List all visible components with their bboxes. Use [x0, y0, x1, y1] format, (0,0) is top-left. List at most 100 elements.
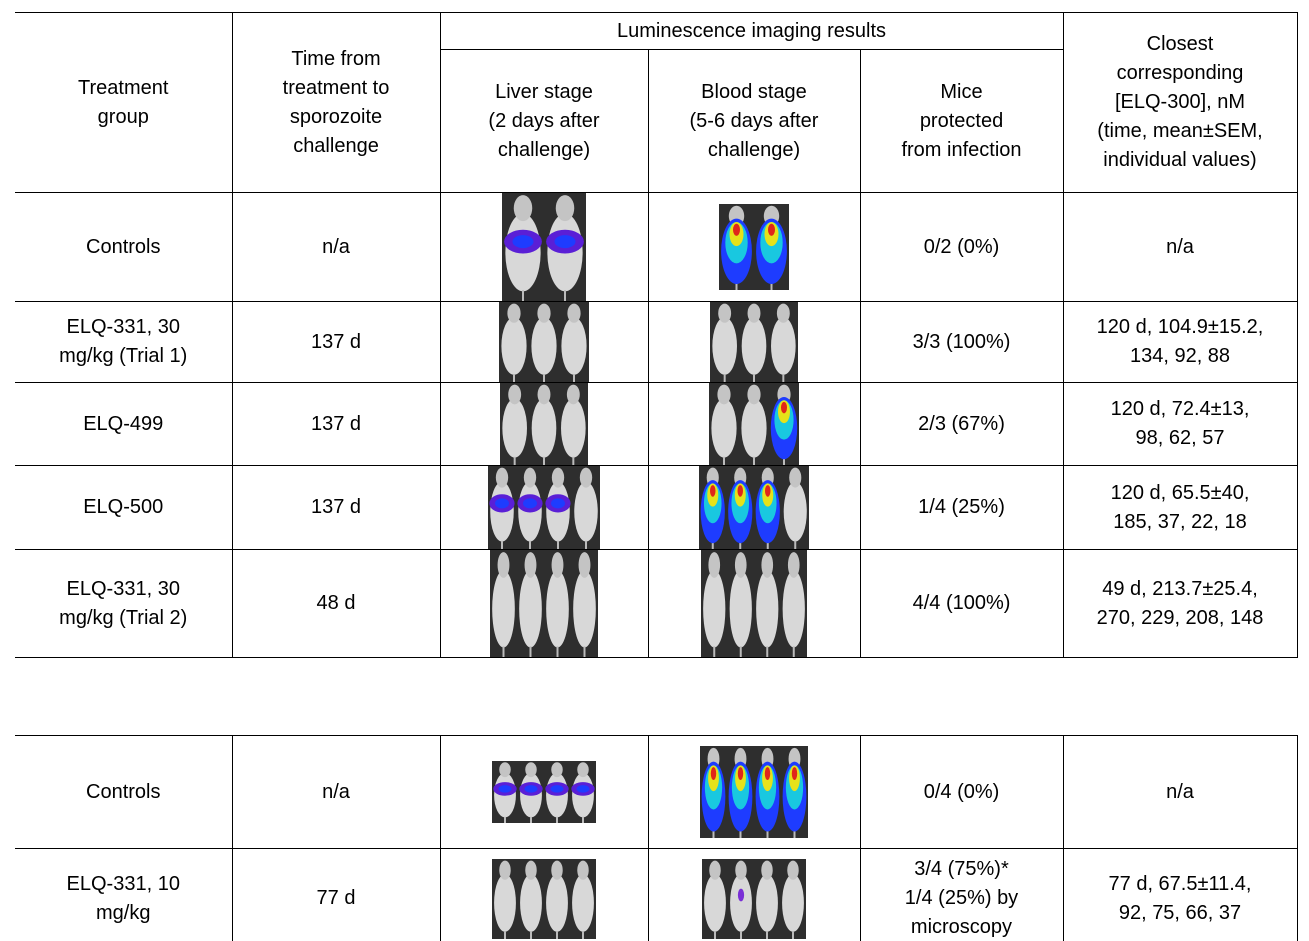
mouse-head	[577, 860, 589, 880]
header-row: Liver stage (2 days after challenge) Blo…	[15, 49, 1297, 193]
mouse-body	[704, 873, 726, 932]
group-cell: Controls	[15, 735, 233, 849]
mouse-body	[531, 317, 557, 375]
luminescence-image	[701, 550, 807, 657]
data-row: ELQ-499 137 d 2/3 (67%) 120 d, 72.4±13, 98,…	[15, 382, 1298, 466]
signal	[512, 235, 534, 249]
mouse-head	[499, 762, 511, 778]
mouse-head	[525, 762, 537, 778]
data-row: ELQ-331, 30 mg/kg (Trial 2) 48 d 4/4 (100%…	[15, 549, 1298, 658]
header-cell: Mice protected from infection	[859, 49, 1064, 193]
signal	[498, 785, 512, 793]
blood-image-cell	[647, 382, 861, 466]
luminescence-image	[699, 466, 809, 549]
mouse-body	[546, 570, 569, 648]
mouse-body	[572, 873, 594, 932]
luminescence-image	[702, 858, 806, 939]
signal	[710, 485, 716, 497]
signal	[765, 485, 771, 497]
header-row: Treatment group Time from treatment to s…	[15, 12, 1298, 193]
protected-cell: 3/3 (100%)	[859, 301, 1064, 383]
protected-cell: 4/4 (100%)	[859, 549, 1064, 658]
mouse-body	[492, 570, 515, 648]
mouse-head	[789, 467, 802, 488]
luminescence-image	[492, 858, 596, 939]
mouse-head	[513, 195, 533, 222]
liver-image-cell	[439, 301, 649, 383]
luminescence-image	[500, 383, 588, 465]
mouse-head	[525, 860, 537, 880]
signal	[737, 485, 743, 497]
group-cell: ELQ-331, 30 mg/kg (Trial 1)	[15, 301, 233, 383]
data-row: Controls n/a 0/4 (0%) n/a	[15, 735, 1298, 849]
mouse-head	[787, 552, 800, 578]
liver-image-cell	[439, 465, 649, 550]
time-cell: n/a	[231, 192, 441, 302]
group-cell: ELQ-500	[15, 465, 233, 550]
mouse-head	[567, 303, 581, 323]
mouse-body	[520, 873, 542, 932]
signal	[768, 223, 775, 236]
mouse-head	[709, 860, 721, 880]
luminescence-image	[502, 193, 586, 301]
mouse-head	[735, 860, 747, 880]
group-cell: ELQ-331, 10 mg/kg	[15, 848, 233, 941]
mouse-body	[771, 317, 796, 375]
mouse-body	[531, 398, 557, 458]
mouse-body	[573, 570, 596, 648]
mouse-head	[717, 384, 731, 405]
data-row: ELQ-331, 30 mg/kg (Trial 1) 137 d 3/3 (100…	[15, 301, 1298, 383]
mouse-head	[551, 552, 564, 578]
protected-cell: 2/3 (67%)	[859, 382, 1064, 466]
time-cell: 137 d	[231, 301, 441, 383]
mouse-body	[782, 570, 805, 648]
mouse-body	[574, 481, 598, 542]
header-cell: Time from treatment to sporozoite challe…	[231, 12, 441, 193]
mouse-head	[776, 303, 790, 323]
liver-image-cell	[439, 382, 649, 466]
signal	[551, 498, 565, 509]
mouse-body	[519, 570, 542, 648]
signal	[733, 223, 740, 236]
signal	[524, 785, 538, 793]
mouse-body	[546, 873, 568, 932]
concentration-cell: 49 d, 213.7±25.4, 270, 229, 208, 148	[1062, 549, 1298, 658]
luminescence-image	[709, 383, 799, 465]
concentration-cell: 120 d, 65.5±40, 185, 37, 22, 18	[1062, 465, 1298, 550]
mouse-head	[718, 303, 732, 323]
header-cell: Blood stage (5-6 days after challenge)	[647, 49, 861, 193]
liver-image-cell	[439, 192, 649, 302]
signal	[791, 767, 798, 781]
blood-image-cell	[647, 549, 861, 658]
mouse-head	[537, 384, 551, 405]
time-cell: 48 d	[231, 549, 441, 658]
mouse-body	[561, 317, 587, 375]
results-table: Treatment group Time from treatment to s…	[15, 12, 1298, 658]
liver-image-cell	[439, 549, 649, 658]
luminescence-image	[710, 302, 798, 382]
time-cell: 137 d	[231, 465, 441, 550]
liver-image-cell	[439, 848, 649, 941]
protected-cell: 0/2 (0%)	[859, 192, 1064, 302]
mouse-head	[551, 762, 563, 778]
signal	[576, 785, 590, 793]
results-table: Controls n/a 0/4 (0%) n/a ELQ-331, 10 mg/kg 7…	[15, 735, 1298, 941]
mouse-head	[566, 384, 580, 405]
mouse-head	[761, 860, 773, 880]
group-cell: ELQ-331, 30 mg/kg (Trial 2)	[15, 549, 233, 658]
luminescence-image	[492, 761, 596, 823]
blood-image-cell	[647, 301, 861, 383]
mouse-head	[495, 467, 509, 488]
signal	[523, 498, 537, 509]
concentration-cell: 120 d, 104.9±15.2, 134, 92, 88	[1062, 301, 1298, 383]
concentration-cell: 120 d, 72.4±13, 98, 62, 57	[1062, 382, 1298, 466]
mouse-head	[551, 860, 563, 880]
mouse-body	[711, 398, 737, 458]
mouse-body	[756, 570, 779, 648]
luminescence-image	[700, 746, 808, 838]
mouse-head	[787, 860, 799, 880]
mouse-head	[555, 195, 575, 222]
mouse-head	[708, 552, 721, 578]
mouse-body	[782, 873, 804, 932]
